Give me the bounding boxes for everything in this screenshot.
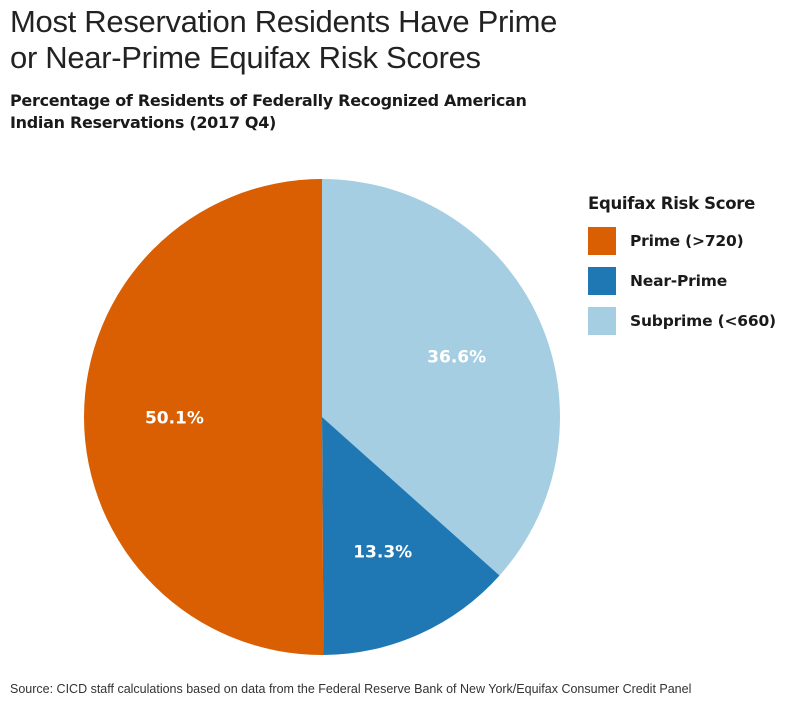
legend-label-prime: Prime (>720) xyxy=(630,232,744,250)
data-label-prime: 50.1% xyxy=(145,408,204,428)
legend-swatch-subprime xyxy=(588,307,616,335)
legend-swatch-near-prime xyxy=(588,267,616,295)
pie-slice-prime xyxy=(83,179,324,655)
legend-title: Equifax Risk Score xyxy=(588,194,756,213)
legend: Equifax Risk Score Prime (>720) Near-Pri… xyxy=(588,194,776,341)
pie-slice-near-prime xyxy=(322,417,500,655)
chart-subtitle-text: Percentage of Residents of Federally Rec… xyxy=(10,91,527,132)
data-label-near-prime: 13.3% xyxy=(353,542,412,562)
legend-label-near-prime: Near-Prime xyxy=(630,272,728,290)
pie-slice-subprime xyxy=(322,179,561,576)
data-label-subprime: 36.6% xyxy=(427,348,486,368)
legend-item-subprime: Subprime (<660) xyxy=(588,301,776,341)
legend-label-subprime: Subprime (<660) xyxy=(630,312,776,330)
chart-title: Most Reservation Residents Have Prime or… xyxy=(10,4,570,76)
chart-subtitle: Percentage of Residents of Federally Rec… xyxy=(10,90,570,134)
legend-item-prime: Prime (>720) xyxy=(588,221,776,261)
chart-title-text: Most Reservation Residents Have Prime or… xyxy=(10,4,558,75)
legend-item-near-prime: Near-Prime xyxy=(588,261,776,301)
source-note: Source: CICD staff calculations based on… xyxy=(10,682,692,696)
legend-swatch-prime xyxy=(588,227,616,255)
